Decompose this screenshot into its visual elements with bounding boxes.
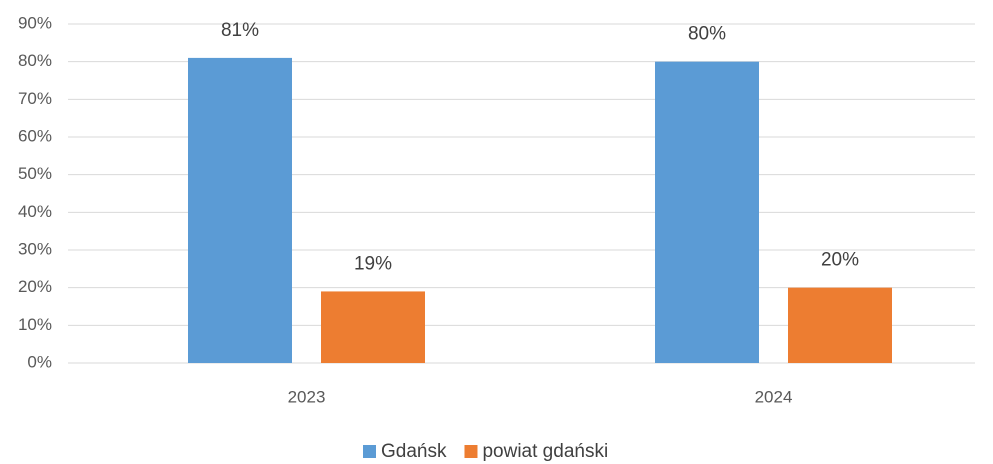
bar <box>655 61 759 364</box>
x-tick-label: 2023 <box>288 387 326 406</box>
y-tick-label: 30% <box>18 239 52 258</box>
bar <box>188 57 292 364</box>
y-tick-label: 80% <box>18 51 52 70</box>
legend-swatch <box>363 445 376 458</box>
y-tick-label: 0% <box>27 352 52 371</box>
y-tick-label: 70% <box>18 89 52 108</box>
y-tick-label: 60% <box>18 126 52 145</box>
y-tick-label: 50% <box>18 164 52 183</box>
y-tick-label: 10% <box>18 315 52 334</box>
data-label: 80% <box>688 24 726 45</box>
bar <box>321 291 425 363</box>
x-tick-label: 2024 <box>755 387 793 406</box>
y-tick-label: 20% <box>18 277 52 296</box>
y-tick-label: 40% <box>18 202 52 221</box>
data-label: 81% <box>221 20 259 41</box>
legend-label: Gdańsk <box>381 441 447 462</box>
legend-swatch <box>464 445 478 458</box>
legend-label: powiat gdański <box>482 441 608 462</box>
y-tick-label: 90% <box>18 13 52 32</box>
data-label: 19% <box>354 253 392 274</box>
bar <box>788 287 892 363</box>
data-label: 20% <box>821 250 859 271</box>
